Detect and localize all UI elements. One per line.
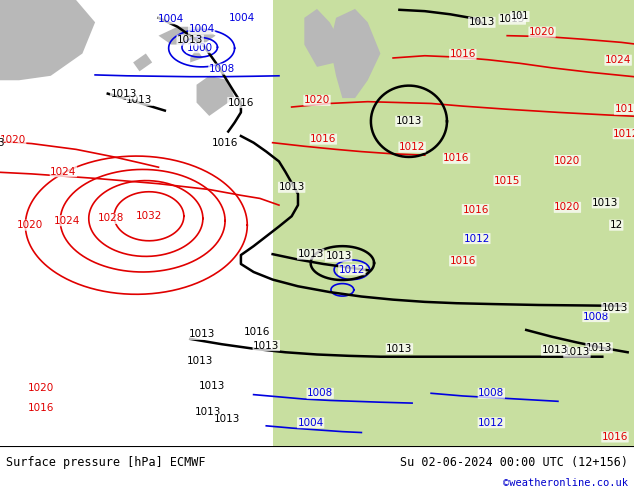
Text: 1016: 1016 <box>212 138 238 147</box>
Text: 1016: 1016 <box>450 256 476 266</box>
Text: Su 02-06-2024 00:00 UTC (12+156): Su 02-06-2024 00:00 UTC (12+156) <box>399 456 628 469</box>
Text: 1004: 1004 <box>297 417 324 428</box>
Text: 1020: 1020 <box>0 135 26 146</box>
Text: 1020: 1020 <box>304 96 330 105</box>
Text: 1020: 1020 <box>17 220 44 230</box>
Text: 1028: 1028 <box>98 214 124 223</box>
Text: 1016: 1016 <box>614 104 634 114</box>
Text: 1008: 1008 <box>583 312 609 321</box>
Text: 1012: 1012 <box>463 234 490 244</box>
Text: 1016: 1016 <box>228 98 254 108</box>
Text: 1016: 1016 <box>462 204 489 215</box>
Polygon shape <box>190 49 203 62</box>
Text: ©weatheronline.co.uk: ©weatheronline.co.uk <box>503 478 628 489</box>
Text: 1013: 1013 <box>386 343 413 354</box>
Text: 1032: 1032 <box>136 211 162 221</box>
Text: 1004: 1004 <box>188 24 215 34</box>
Text: 1020: 1020 <box>554 155 581 166</box>
Text: 1004: 1004 <box>229 13 256 23</box>
Text: 1016: 1016 <box>450 49 476 59</box>
Text: 1013: 1013 <box>195 408 221 417</box>
Text: 1016: 1016 <box>243 327 270 337</box>
Text: 1013: 1013 <box>469 17 495 27</box>
Text: 12: 12 <box>610 220 623 230</box>
Text: 1013: 1013 <box>499 14 526 24</box>
Text: 1024: 1024 <box>53 216 80 226</box>
Text: 1020: 1020 <box>554 202 581 212</box>
Text: 1013: 1013 <box>126 96 153 105</box>
Polygon shape <box>273 0 634 446</box>
Text: 1013: 1013 <box>541 345 568 355</box>
Text: 1008: 1008 <box>307 388 333 398</box>
Text: 1012: 1012 <box>339 265 365 275</box>
Text: 1013: 1013 <box>325 251 352 261</box>
Text: 1008: 1008 <box>209 64 235 74</box>
Text: 1013: 1013 <box>188 329 215 340</box>
Text: 1012: 1012 <box>478 417 505 428</box>
Text: 1013: 1013 <box>592 198 619 208</box>
Polygon shape <box>330 9 380 98</box>
Text: 1013: 1013 <box>278 182 305 192</box>
Text: 1020: 1020 <box>28 383 55 393</box>
Text: 1013: 1013 <box>177 35 204 45</box>
Text: 1024: 1024 <box>605 55 631 65</box>
Polygon shape <box>0 0 95 80</box>
Text: 1004: 1004 <box>158 14 184 24</box>
Text: 1013: 1013 <box>187 356 214 366</box>
Text: Surface pressure [hPa] ECMWF: Surface pressure [hPa] ECMWF <box>6 456 206 469</box>
Text: 1016: 1016 <box>28 403 55 413</box>
Text: 1016: 1016 <box>602 432 628 442</box>
Text: 1013: 1013 <box>199 381 226 391</box>
Text: 1000: 1000 <box>186 43 213 53</box>
Text: 101: 101 <box>511 11 529 22</box>
Text: 1015: 1015 <box>494 175 521 186</box>
Polygon shape <box>304 9 342 67</box>
Text: 1008: 1008 <box>478 388 505 398</box>
Text: 1013: 1013 <box>586 343 612 353</box>
Text: 1013: 1013 <box>253 341 280 350</box>
Text: 1012: 1012 <box>613 129 634 139</box>
Polygon shape <box>133 53 152 72</box>
Polygon shape <box>158 27 216 45</box>
Text: 1016: 1016 <box>443 153 470 163</box>
Text: 1013: 1013 <box>297 249 324 259</box>
Text: 1013: 1013 <box>602 303 628 313</box>
Polygon shape <box>197 76 235 116</box>
Text: 1016: 1016 <box>310 134 337 144</box>
Text: 1013: 1013 <box>396 116 422 126</box>
Text: 1020: 1020 <box>529 27 555 37</box>
Text: 1012: 1012 <box>399 142 425 152</box>
Text: 1013: 1013 <box>214 414 240 424</box>
Text: 1013: 1013 <box>110 89 137 98</box>
Text: 1013: 1013 <box>564 347 590 357</box>
Text: 3: 3 <box>0 138 3 147</box>
Text: 1024: 1024 <box>50 167 77 177</box>
